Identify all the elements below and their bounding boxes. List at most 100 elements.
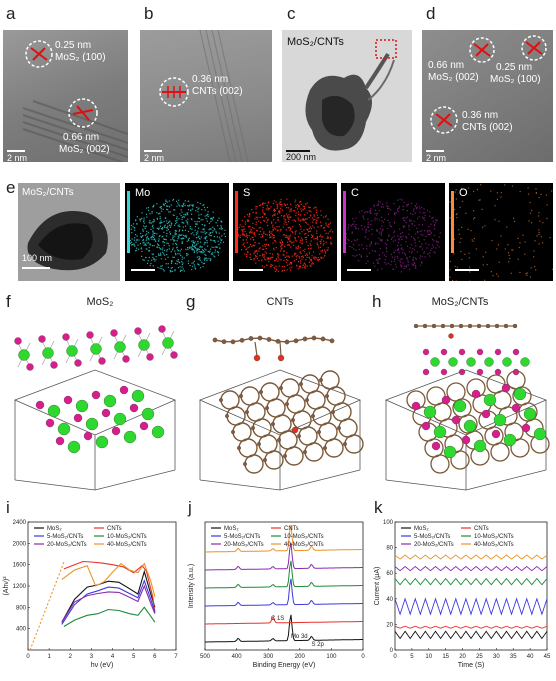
molybdenum-atom <box>463 419 477 433</box>
carbon-ring <box>292 410 312 430</box>
chart-current: 0 5 10 15 20 25 30 35 40 45 0 20 40 60 80 100 MoS₂ CNTs 5-… <box>374 520 551 669</box>
carbon-atom <box>225 414 229 418</box>
carbon-atom <box>291 418 295 422</box>
panel-label-i: i <box>6 498 10 517</box>
ann-b-spacing: 0.36 nm <box>192 74 229 85</box>
molybdenum-atom <box>484 357 494 367</box>
carbon-ring <box>232 422 252 442</box>
sulfur-atom <box>512 348 520 356</box>
scale-bar-o <box>455 269 479 271</box>
series-line <box>394 597 548 616</box>
sulfur-atom <box>458 368 466 376</box>
carbon-atom <box>311 414 315 418</box>
x-tick-label: 10 <box>425 654 432 660</box>
model-box <box>13 369 177 491</box>
scale-a: 2 nm <box>7 153 28 162</box>
ann-d3-spacing: 0.36 nm <box>462 110 499 121</box>
legend-entry: 20-MoS₂/CNTs <box>414 542 454 548</box>
x-tick-label: 5 <box>410 654 414 660</box>
y-tick-label: 20 <box>386 622 393 628</box>
sulfur-atom <box>170 351 178 359</box>
carbon-atom <box>265 406 269 410</box>
y-axis-label: Intensity (a.u.) <box>188 564 195 608</box>
x-tick-label: 7 <box>174 654 178 660</box>
y-tick-label: 80 <box>386 546 393 552</box>
eds-color-bar <box>127 191 130 253</box>
carbon-ring <box>324 438 344 458</box>
molybdenum-atom <box>141 407 155 421</box>
eds-color-bar <box>235 191 238 253</box>
molybdenum-atom <box>57 422 71 436</box>
molybdenum-atom <box>67 440 81 454</box>
molybdenum-atom <box>75 399 89 413</box>
eds-color-bar <box>343 191 346 253</box>
x-tick-label: 25 <box>476 654 483 660</box>
tem-d-overlay <box>430 35 547 134</box>
carbon-ring <box>284 446 304 466</box>
scale-c: 200 nm <box>286 152 317 162</box>
carbon-ring <box>304 442 324 462</box>
panel-label-g: g <box>186 292 196 311</box>
x-tick-label: 20 <box>459 654 466 660</box>
scale-bar-s <box>239 269 263 271</box>
molybdenum-atom <box>47 404 61 418</box>
molybdenum-atom <box>103 394 117 408</box>
panel-label-c: c <box>287 4 296 23</box>
sulfur-atom <box>50 361 58 369</box>
legend-entry: CNTs <box>284 526 299 532</box>
scale-bar-mo <box>131 269 155 271</box>
sulfur-atom <box>86 331 94 339</box>
molybdenum-atom <box>66 345 78 357</box>
eds-o-label: O <box>459 187 468 199</box>
legend-entry: 40-MoS₂/CNTs <box>284 542 324 548</box>
molybdenum-atom <box>502 357 512 367</box>
hetero-top-view <box>413 323 530 376</box>
carbon-atom <box>231 430 235 434</box>
sulfur-atom <box>129 403 139 413</box>
ann-d3-plane: CNTs (002) <box>462 122 513 133</box>
eds-mo-label: Mo <box>135 187 151 199</box>
eds-dot-cloud <box>449 184 553 281</box>
sulfur-atom <box>101 408 111 418</box>
carbon-atom <box>251 426 255 430</box>
sulfur-atom <box>461 435 471 445</box>
legend-entry: 10-MoS₂/CNTs <box>474 534 514 540</box>
carbon-atom <box>277 438 281 442</box>
y-tick-label: 1600 <box>13 563 27 569</box>
annotation-mo3d: Mo 3d <box>291 634 308 640</box>
sulfur-atom <box>441 395 451 405</box>
x-tick-label: 30 <box>493 654 500 660</box>
scale-bar-a <box>7 150 25 152</box>
series-line <box>205 524 363 553</box>
model-box <box>198 369 362 491</box>
eds-s-dots <box>235 191 334 272</box>
legend-entry: 5-MoS₂/CNTs <box>414 534 450 540</box>
y-tick-label: 40 <box>386 597 393 603</box>
molybdenum-atom <box>443 445 457 459</box>
eds-c-dots <box>343 191 441 273</box>
tem-image-b: 0.36 nm CNTs (002) 2 nm <box>140 30 272 162</box>
carbon-ring <box>326 386 346 406</box>
legend-entry: MoS₂ <box>224 526 239 532</box>
eds-dot-cloud <box>129 198 226 273</box>
scale-bar-e <box>22 267 50 269</box>
molybdenum-atom <box>473 439 487 453</box>
sulfur-atom <box>451 415 461 425</box>
molybdenum-atom <box>90 343 102 355</box>
oxygen-atom <box>277 354 285 362</box>
tem-e-title: MoS₂/CNTs <box>22 187 74 198</box>
sulfur-atom <box>26 363 34 371</box>
model-box <box>384 369 548 491</box>
ann-b-plane: CNTs (002) <box>192 86 243 97</box>
molybdenum-atom <box>113 412 127 426</box>
plot-frame <box>394 521 548 651</box>
x-tick-label: 400 <box>232 654 243 660</box>
carbon-atom <box>259 390 263 394</box>
carbon-atom <box>285 402 289 406</box>
x-tick-label: 45 <box>544 654 551 660</box>
x-tick-label: 6 <box>153 654 157 660</box>
series-line <box>205 614 363 643</box>
carbon-atom <box>279 386 283 390</box>
molybdenum-atom <box>533 427 547 441</box>
carbon-atom <box>219 398 223 402</box>
